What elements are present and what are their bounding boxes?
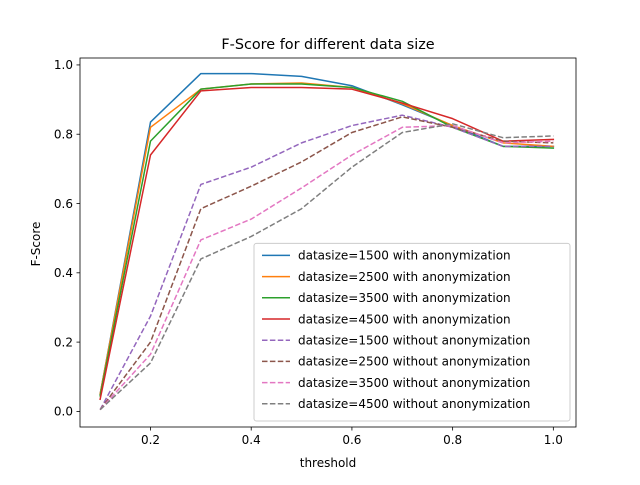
x-tick-label: 0.8 bbox=[443, 433, 462, 447]
legend-label-2: datasize=2500 with anonymization bbox=[298, 270, 511, 284]
legend-label-5: datasize=1500 without anonymization bbox=[298, 334, 530, 348]
legend-label-3: datasize=3500 with anonymization bbox=[298, 291, 511, 305]
x-tick-label: 0.6 bbox=[342, 433, 361, 447]
legend-label-4: datasize=4500 with anonymization bbox=[298, 312, 511, 326]
plot-area: 0.2 0.4 0.6 0.8 1.0 0.0 0.2 0.4 0.6 0.8 1.0 datasiz… bbox=[54, 57, 577, 447]
y-tick-label: 0.6 bbox=[54, 197, 73, 211]
series-line-1 bbox=[99, 72, 555, 395]
y-tick-label: 0.4 bbox=[54, 266, 73, 280]
series-line-4 bbox=[99, 86, 555, 401]
chart-title: F-Score for different data size bbox=[221, 37, 434, 53]
y-tick-label: 0.8 bbox=[54, 128, 73, 142]
series-line-7 bbox=[99, 124, 554, 411]
y-tick-label: 1.0 bbox=[54, 58, 73, 72]
legend-label-1: datasize=1500 with anonymization bbox=[298, 249, 511, 263]
legend-label-7: datasize=3500 without anonymization bbox=[298, 376, 530, 390]
legend-box bbox=[253, 242, 571, 422]
axes-frame bbox=[79, 57, 577, 428]
legend: datasize=1500 with anonymization datasize… bbox=[253, 242, 571, 422]
x-tick-label: 0.2 bbox=[141, 433, 160, 447]
y-tick-label: 0.0 bbox=[54, 405, 73, 419]
series-line-5 bbox=[99, 114, 554, 411]
series-lines bbox=[99, 72, 555, 411]
y-tick-label: 0.2 bbox=[54, 335, 73, 349]
legend-label-6: datasize=2500 without anonymization bbox=[298, 355, 530, 369]
x-axis-label: threshold bbox=[300, 456, 357, 470]
legend-label-8: datasize=4500 without anonymization bbox=[298, 397, 530, 411]
x-tick-label: 0.4 bbox=[242, 433, 261, 447]
y-axis-label: F-Score bbox=[29, 222, 43, 267]
series-line-8 bbox=[99, 123, 554, 411]
x-tick-label: 1.0 bbox=[544, 433, 563, 447]
